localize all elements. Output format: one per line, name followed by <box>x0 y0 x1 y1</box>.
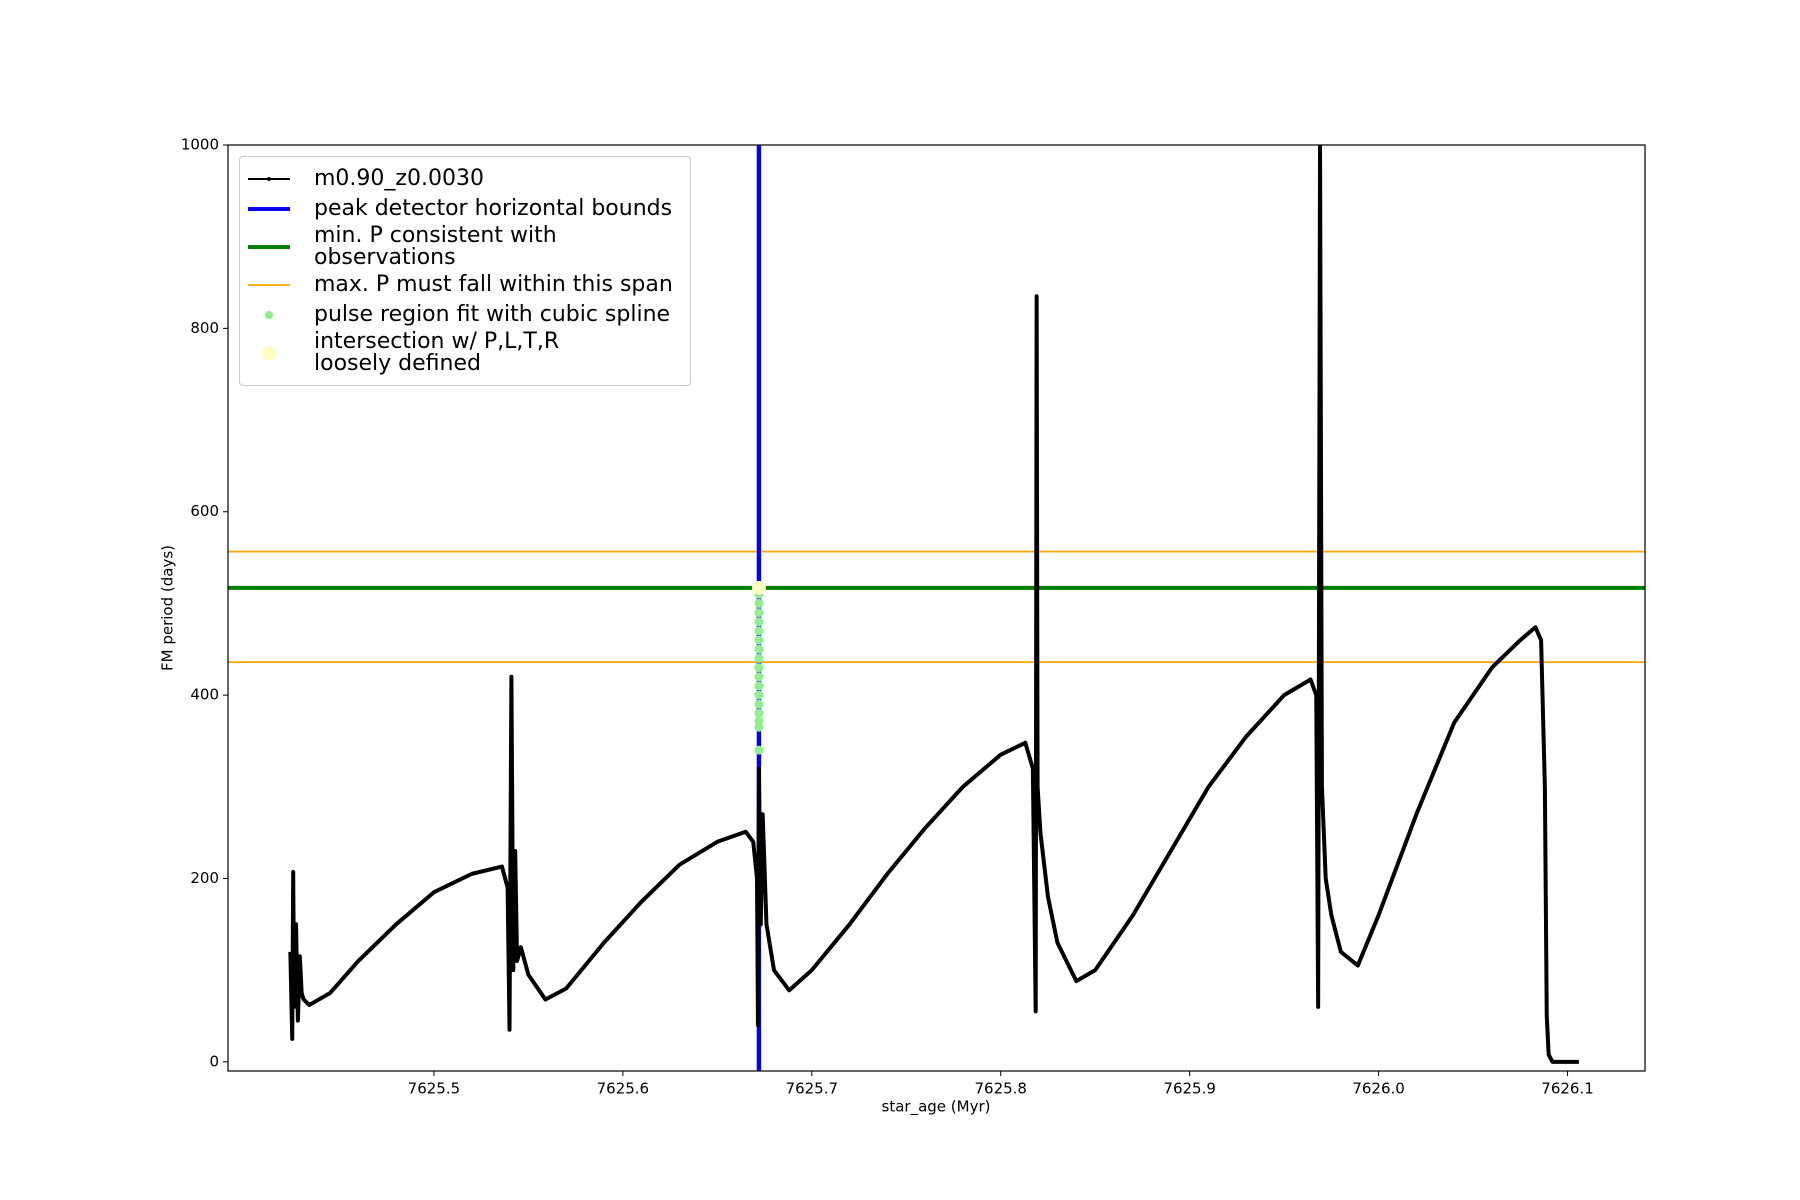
plot-area <box>228 145 1645 1071</box>
y-tick-label: 600 <box>190 502 219 520</box>
legend-label: m0.90_z0.0030 <box>314 166 484 191</box>
y-tick-label: 200 <box>190 869 219 887</box>
scatter-point <box>751 580 766 595</box>
scatter-point <box>754 663 764 673</box>
scatter-point <box>754 626 764 636</box>
legend-key <box>248 207 290 211</box>
scatter-point <box>754 598 764 608</box>
scatter-point <box>754 708 764 718</box>
scatter-point <box>754 690 764 700</box>
legend-key <box>262 346 276 360</box>
y-tick-label: 400 <box>190 686 219 704</box>
y-tick-label: 0 <box>209 1052 219 1070</box>
legend-label: intersection w/ P,L,T,R loosely defined <box>314 329 560 376</box>
legend-entry: pulse region fit with cubic spline <box>240 301 690 329</box>
legend-label: pulse region fit with cubic spline <box>314 302 671 327</box>
scatter-point <box>754 681 764 691</box>
legend-label: peak detector horizontal bounds <box>314 196 673 221</box>
scatter-point <box>754 672 764 682</box>
x-tick-label: 7625.6 <box>597 1080 650 1098</box>
x-tick-label: 7626.1 <box>1541 1080 1594 1098</box>
x-tick-label: 7625.5 <box>408 1080 461 1098</box>
legend-key <box>248 284 290 286</box>
x-tick-label: 7625.9 <box>1163 1080 1216 1098</box>
legend-entry: peak detector horizontal bounds <box>240 195 690 223</box>
legend-label: max. P must fall within this span <box>314 272 673 297</box>
scatter-point <box>754 608 764 618</box>
x-tick-label: 7625.8 <box>974 1080 1027 1098</box>
scatter-point <box>754 745 764 755</box>
scatter-point <box>754 653 764 663</box>
scatter-point <box>754 644 764 654</box>
legend-entry: m0.90_z0.0030 <box>240 165 690 193</box>
scatter-point <box>754 722 764 732</box>
legend-entry: max. P must fall within this span <box>240 271 690 299</box>
scatter-point <box>754 617 764 627</box>
legend-entry: intersection w/ P,L,T,R loosely defined <box>240 331 690 375</box>
scatter-point <box>754 699 764 709</box>
data-line <box>288 145 1579 1064</box>
y-tick-label: 800 <box>190 319 219 337</box>
y-axis-label: FM period (days) <box>159 545 177 671</box>
scatter-point <box>754 716 764 726</box>
legend-key <box>248 177 290 181</box>
legend-symbol <box>267 177 271 181</box>
legend-key <box>265 311 273 319</box>
x-tick-label: 7625.7 <box>786 1080 839 1098</box>
scatter-point <box>754 635 764 645</box>
x-axis-label: star_age (Myr) <box>882 1098 991 1117</box>
y-tick-label: 1000 <box>181 136 219 154</box>
legend-label: min. P consistent with observations <box>314 223 557 270</box>
axes-frame <box>227 144 1646 1072</box>
x-tick-label: 7626.0 <box>1352 1080 1405 1098</box>
legend-symbol <box>262 346 276 360</box>
legend-symbol <box>265 311 273 319</box>
legend-key <box>248 245 290 249</box>
legend-entry: min. P consistent with observations <box>240 225 690 269</box>
